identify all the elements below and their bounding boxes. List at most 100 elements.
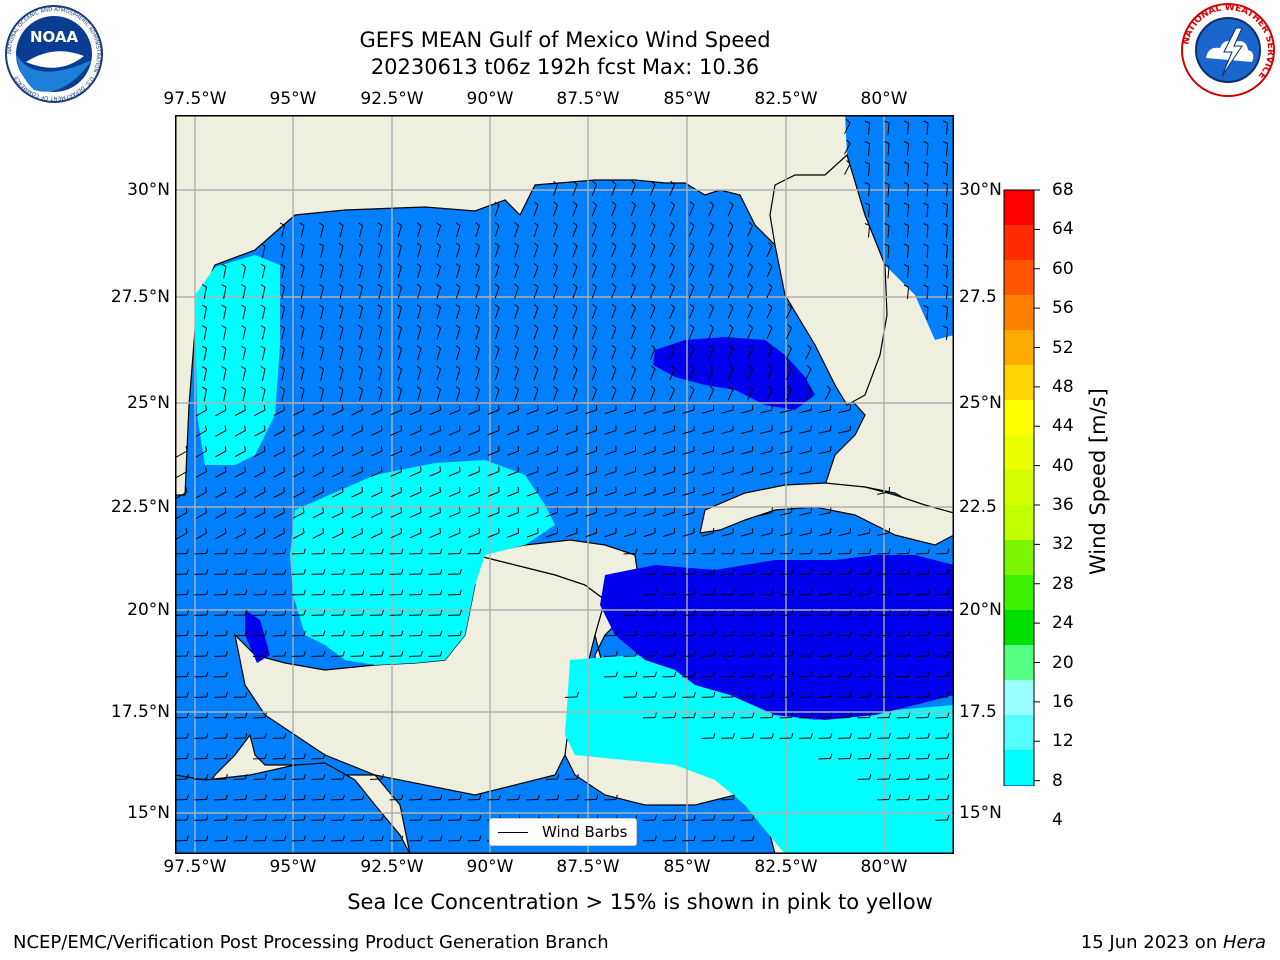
wind-barb — [643, 471, 656, 476]
colorbar-segment — [1004, 330, 1034, 365]
wind-barb — [926, 245, 929, 259]
wind-barb — [339, 348, 344, 361]
wind-barb-flag — [514, 263, 519, 267]
wind-barb — [760, 409, 773, 414]
wind-barb-flag — [553, 222, 558, 226]
wind-barb-flag — [264, 569, 267, 575]
wind-barb-flag — [420, 548, 423, 554]
wind-barb-flag — [748, 283, 753, 288]
wind-barb-flag — [654, 671, 657, 677]
wind-barb-flag — [358, 283, 363, 288]
wind-barb — [604, 430, 617, 435]
wind-barb-flag — [397, 304, 402, 308]
wind-barb-flag — [752, 548, 755, 554]
wind-barb — [572, 266, 578, 278]
wind-barb — [195, 450, 207, 458]
wind-barb-flag — [455, 386, 461, 390]
colorbar-segment — [1004, 400, 1034, 435]
wind-barb-flag — [361, 466, 363, 472]
wind-barb-flag — [693, 589, 696, 595]
wind-barb-flag — [709, 221, 714, 226]
wind-barb-flag — [689, 242, 695, 247]
wind-barb-flag — [401, 548, 404, 554]
wind-barb-flag — [245, 712, 248, 718]
wind-barb-flag — [358, 365, 363, 370]
wind-barb-flag — [323, 569, 326, 575]
wind-barb-flag — [787, 385, 792, 390]
wind-barb — [261, 307, 266, 320]
wind-barb — [281, 307, 285, 320]
wind-barb — [370, 491, 383, 498]
wind-barb — [708, 368, 714, 381]
wind-barb-flag — [260, 345, 266, 349]
wind-barb-flag — [240, 345, 246, 349]
wind-barb-flag — [299, 263, 305, 267]
wind-barb — [760, 450, 773, 455]
wind-barb-flag — [654, 651, 657, 657]
wind-barb — [887, 184, 890, 197]
wind-barb-flag — [221, 325, 227, 329]
wind-barb-flag — [693, 610, 696, 616]
wind-barb-flag — [748, 262, 753, 267]
wind-barb-flag — [302, 466, 305, 472]
wind-barb-flag — [342, 651, 345, 657]
wind-barb-flag — [830, 548, 833, 554]
wind-barb — [591, 225, 597, 237]
wind-barb — [409, 430, 422, 436]
wind-barb-flag — [264, 733, 267, 739]
colorbar-segment — [1004, 260, 1034, 295]
wind-barb — [766, 286, 773, 299]
wind-barb-flag — [342, 548, 345, 554]
wind-barb-flag — [299, 324, 305, 329]
wind-barb — [436, 225, 441, 238]
wind-barb — [533, 225, 539, 237]
wind-barb-flag — [260, 325, 266, 329]
wind-barb — [468, 471, 480, 477]
wind-barb-flag — [514, 386, 519, 390]
wind-barb — [514, 286, 519, 299]
wind-barb — [526, 512, 539, 518]
wind-barb — [643, 491, 656, 497]
wind-barb-flag — [416, 222, 422, 226]
wind-barb-flag — [611, 180, 617, 185]
wind-barb-flag — [494, 345, 500, 349]
wind-barb-flag — [299, 283, 305, 288]
wind-barb-flag — [654, 712, 657, 718]
wind-barb — [623, 450, 636, 456]
wind-barb-flag — [440, 651, 443, 657]
wind-barb-flag — [323, 610, 326, 616]
wind-barb-flag — [576, 794, 579, 800]
colorbar-segment — [1004, 645, 1034, 680]
wind-barb — [234, 532, 246, 540]
wind-barb-flag — [186, 630, 189, 636]
wind-barb-flag — [674, 692, 677, 698]
wind-barb-flag — [440, 548, 443, 554]
wind-barb — [669, 368, 675, 381]
wind-barb-flag — [713, 569, 716, 575]
wind-barb — [727, 389, 734, 401]
wind-barb — [760, 512, 773, 516]
wind-barb-flag — [947, 712, 950, 718]
wind-barb-flag — [810, 712, 813, 718]
wind-barb — [397, 389, 402, 402]
wind-barb-flag — [420, 610, 423, 616]
wind-barb-flag — [381, 569, 384, 575]
wind-barb-flag — [864, 161, 870, 165]
wind-barb-flag — [302, 528, 305, 534]
wind-barb — [838, 430, 851, 434]
wind-barb — [494, 266, 500, 279]
wind-barb-flag — [572, 222, 578, 226]
wind-barb-flag — [654, 815, 657, 821]
wind-barb — [176, 512, 188, 519]
wind-barb — [604, 512, 617, 517]
wind-barb — [507, 450, 519, 456]
wind-barb — [378, 225, 383, 238]
wind-barb — [591, 245, 597, 258]
wind-barb-flag — [869, 589, 872, 595]
wind-barb — [448, 491, 461, 498]
wind-barb — [546, 450, 558, 456]
wind-barb — [877, 491, 890, 495]
wind-barb-flag — [205, 405, 207, 411]
wind-barb-flag — [416, 242, 422, 247]
wind-barb-flag — [440, 794, 443, 800]
